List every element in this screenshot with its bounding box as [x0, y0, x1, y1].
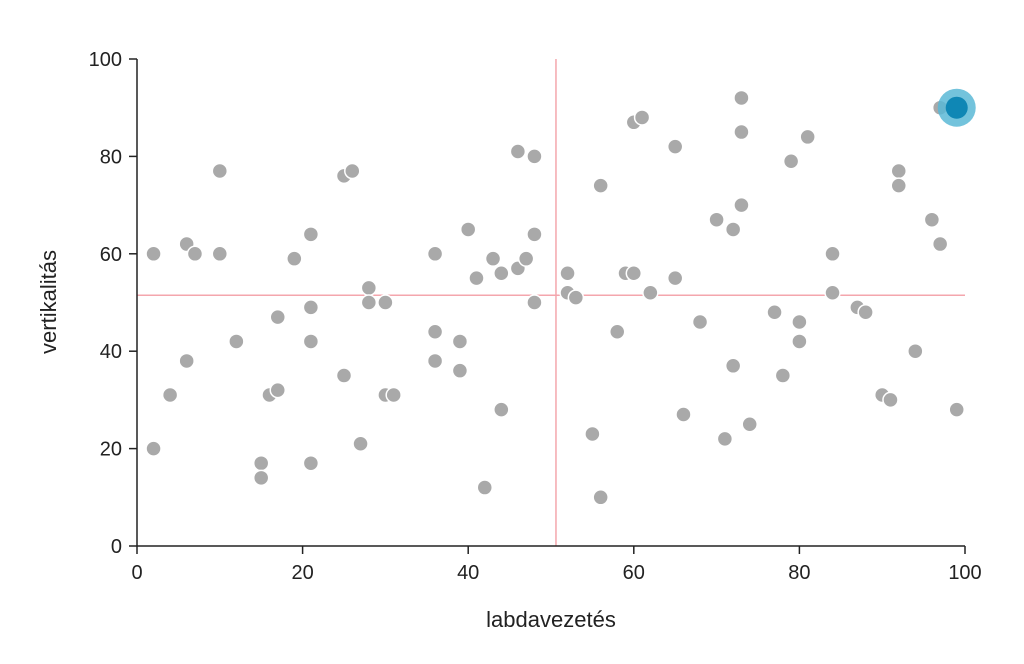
data-point[interactable]: [302, 299, 320, 316]
data-point[interactable]: [426, 323, 444, 340]
data-point[interactable]: [948, 401, 965, 418]
data-point[interactable]: [269, 308, 287, 326]
points-layer: [145, 88, 976, 506]
data-point[interactable]: [799, 128, 816, 146]
data-point[interactable]: [385, 386, 402, 404]
data-point[interactable]: [352, 435, 369, 452]
data-point[interactable]: [666, 269, 684, 287]
data-point[interactable]: [252, 454, 270, 472]
data-point[interactable]: [923, 211, 941, 228]
data-point[interactable]: [592, 489, 609, 506]
data-point[interactable]: [782, 153, 800, 170]
data-point[interactable]: [526, 294, 543, 311]
data-point[interactable]: [724, 221, 742, 238]
data-point[interactable]: [211, 162, 229, 180]
data-point[interactable]: [145, 440, 162, 457]
data-point[interactable]: [426, 245, 444, 263]
data-point[interactable]: [493, 265, 510, 282]
data-point[interactable]: [269, 381, 287, 399]
data-point[interactable]: [161, 386, 179, 404]
data-point[interactable]: [890, 162, 908, 180]
data-point[interactable]: [857, 303, 874, 321]
data-point[interactable]: [766, 303, 783, 321]
data-point[interactable]: [335, 367, 353, 384]
data-point[interactable]: [451, 362, 469, 379]
data-point[interactable]: [774, 367, 792, 384]
data-point[interactable]: [509, 143, 527, 160]
data-point[interactable]: [625, 265, 643, 282]
data-point[interactable]: [344, 162, 361, 180]
data-point[interactable]: [459, 221, 477, 238]
data-point[interactable]: [733, 123, 750, 141]
data-point[interactable]: [526, 226, 543, 243]
data-point[interactable]: [484, 250, 502, 267]
x-tick-label: 0: [131, 562, 142, 584]
highlighted-data-point[interactable]: [945, 96, 968, 119]
data-point[interactable]: [633, 109, 651, 126]
data-point[interactable]: [493, 401, 510, 418]
data-point[interactable]: [824, 245, 841, 263]
y-tick-label: 40: [100, 341, 122, 363]
data-point[interactable]: [733, 196, 750, 214]
x-tick-label: 100: [948, 562, 981, 584]
data-point[interactable]: [145, 245, 162, 263]
data-point[interactable]: [426, 352, 444, 370]
data-point[interactable]: [360, 279, 378, 297]
x-axis-ticks: 0 20 40 60 80 100: [131, 546, 982, 584]
data-point[interactable]: [178, 352, 195, 370]
data-point[interactable]: [360, 294, 378, 311]
data-point[interactable]: [302, 226, 320, 243]
data-point[interactable]: [691, 313, 709, 331]
y-tick-label: 60: [100, 244, 122, 266]
data-point[interactable]: [584, 425, 601, 443]
data-point[interactable]: [824, 284, 841, 302]
data-point[interactable]: [252, 469, 270, 487]
data-point[interactable]: [559, 265, 576, 282]
x-tick-label: 40: [457, 562, 479, 584]
data-point[interactable]: [675, 406, 692, 423]
data-point[interactable]: [608, 323, 626, 340]
y-tick-label: 20: [100, 439, 122, 461]
data-point[interactable]: [733, 89, 750, 107]
data-point[interactable]: [468, 269, 485, 287]
y-tick-label: 80: [100, 146, 122, 168]
data-point[interactable]: [741, 416, 758, 433]
data-point[interactable]: [567, 289, 585, 306]
x-tick-label: 20: [291, 562, 313, 584]
y-tick-label: 100: [89, 49, 122, 71]
data-point[interactable]: [451, 333, 469, 350]
data-point[interactable]: [286, 250, 303, 267]
data-point[interactable]: [791, 313, 808, 331]
y-axis-title: vertikalitás: [36, 250, 61, 354]
data-point[interactable]: [666, 138, 684, 155]
y-axis-ticks: 0 20 40 60 80 100: [89, 49, 137, 558]
data-point[interactable]: [882, 391, 899, 409]
data-point[interactable]: [592, 177, 609, 194]
data-point[interactable]: [708, 211, 725, 228]
x-axis-title: labdavezetés: [486, 607, 616, 632]
data-point[interactable]: [716, 430, 734, 448]
x-tick-label: 60: [623, 562, 645, 584]
data-point[interactable]: [186, 245, 204, 263]
data-point[interactable]: [377, 294, 394, 311]
data-point[interactable]: [724, 357, 742, 375]
data-point[interactable]: [526, 148, 543, 165]
data-point[interactable]: [642, 284, 659, 302]
data-point[interactable]: [302, 454, 320, 472]
data-point[interactable]: [302, 333, 320, 350]
data-point[interactable]: [211, 245, 229, 263]
y-tick-label: 0: [111, 536, 122, 558]
data-point[interactable]: [907, 342, 924, 360]
data-point[interactable]: [476, 479, 494, 496]
data-point[interactable]: [890, 177, 908, 194]
data-point[interactable]: [931, 235, 949, 253]
data-point[interactable]: [517, 250, 535, 267]
axes: 0 20 40 60 80 100 0 20 40 60 80 100: [89, 49, 982, 584]
x-tick-label: 80: [788, 562, 810, 584]
data-point[interactable]: [228, 333, 245, 350]
data-point[interactable]: [791, 333, 808, 350]
